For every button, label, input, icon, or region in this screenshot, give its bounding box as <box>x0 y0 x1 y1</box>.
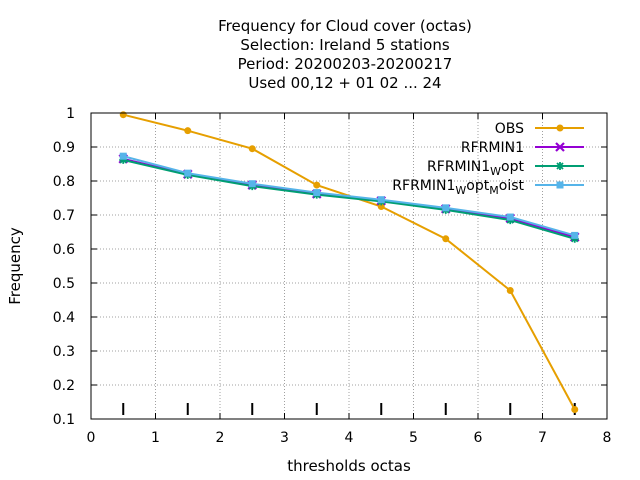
legend-marker <box>556 181 564 189</box>
series-1 <box>119 111 579 413</box>
y-tick-label: 0.4 <box>53 310 75 326</box>
y-tick-label: 0.7 <box>53 208 75 224</box>
legend-text-part: opt <box>501 159 524 175</box>
series-line <box>123 158 576 240</box>
data-point <box>313 189 321 197</box>
y-tick-labels: 0.1 0.2 0.3 0.4 0.5 0.6 0.7 0.8 0.9 1 <box>53 106 75 428</box>
legend-label: OBS <box>495 121 524 137</box>
legend-text-part: RFRMIN1 <box>427 159 490 175</box>
x-tick-label: 1 <box>151 430 160 446</box>
legend-label: RFRMIN1Wopt <box>427 159 524 178</box>
y-tick-label: 0.1 <box>53 412 75 428</box>
series-lines <box>118 111 580 413</box>
legend-text-part: OBS <box>495 121 524 137</box>
data-point <box>184 169 192 177</box>
data-point <box>377 196 385 204</box>
legend-text-part: RFRMIN1 <box>392 178 455 194</box>
data-point <box>119 111 127 119</box>
x-tick-label: 0 <box>87 430 96 446</box>
data-point <box>571 405 579 413</box>
legend-label: RFRMIN1 <box>461 140 524 156</box>
x-tick-label: 3 <box>280 430 289 446</box>
axis-ticks <box>90 112 608 420</box>
x-tick-label: 8 <box>603 430 612 446</box>
data-point <box>506 286 514 294</box>
legend-label: RFRMIN1WoptMoist <box>392 178 524 197</box>
data-point <box>442 204 450 212</box>
title-line-2: Selection: Ireland 5 stations <box>240 36 450 54</box>
grid <box>91 113 607 419</box>
x-axis-label: thresholds octas <box>287 457 411 475</box>
series-line <box>122 155 576 237</box>
data-point <box>248 180 256 188</box>
y-axis-label: Frequency <box>6 227 24 305</box>
chart-title: Frequency for Cloud cover (octas)Selecti… <box>218 17 472 92</box>
data-point <box>119 155 128 164</box>
title-line-3: Period: 20200203-20200217 <box>238 55 453 73</box>
data-point <box>442 235 450 243</box>
legend-text-part: oist <box>499 178 525 194</box>
title-line-4: Used 00,12 + 01 02 ... 24 <box>248 74 441 92</box>
series-4 <box>119 152 579 239</box>
data-point <box>313 181 321 189</box>
legend-text-part: W <box>490 165 501 178</box>
legend-text-part: opt <box>466 178 489 194</box>
legend-marker <box>556 124 564 132</box>
data-point <box>571 231 579 239</box>
legend-text-part: M <box>489 184 499 197</box>
data-point <box>184 127 192 135</box>
legend-marker <box>555 142 565 152</box>
legend-text-part: RFRMIN1 <box>461 140 524 156</box>
legend-text-part: W <box>455 184 466 197</box>
y-tick-label: 0.5 <box>53 276 75 292</box>
legend-marker <box>556 162 564 170</box>
y-tick-label: 0.8 <box>53 174 75 190</box>
data-point <box>377 203 385 210</box>
data-point <box>506 213 514 221</box>
observation-marks <box>122 403 576 415</box>
x-tick-label: 6 <box>474 430 483 446</box>
y-tick-label: 0.2 <box>53 378 75 394</box>
title-line-1: Frequency for Cloud cover (octas) <box>218 17 472 35</box>
data-point <box>248 145 256 153</box>
x-tick-label: 4 <box>345 430 354 446</box>
y-tick-label: 1 <box>66 106 75 122</box>
y-tick-label: 0.6 <box>53 242 75 258</box>
x-tick-label: 7 <box>538 430 547 446</box>
x-tick-label: 2 <box>216 430 225 446</box>
x-tick-label: 5 <box>409 430 418 446</box>
data-point <box>119 152 127 160</box>
x-tick-labels: 0 1 2 3 4 5 6 7 8 <box>87 430 612 446</box>
y-tick-label: 0.9 <box>53 140 75 156</box>
y-tick-label: 0.3 <box>53 344 75 360</box>
